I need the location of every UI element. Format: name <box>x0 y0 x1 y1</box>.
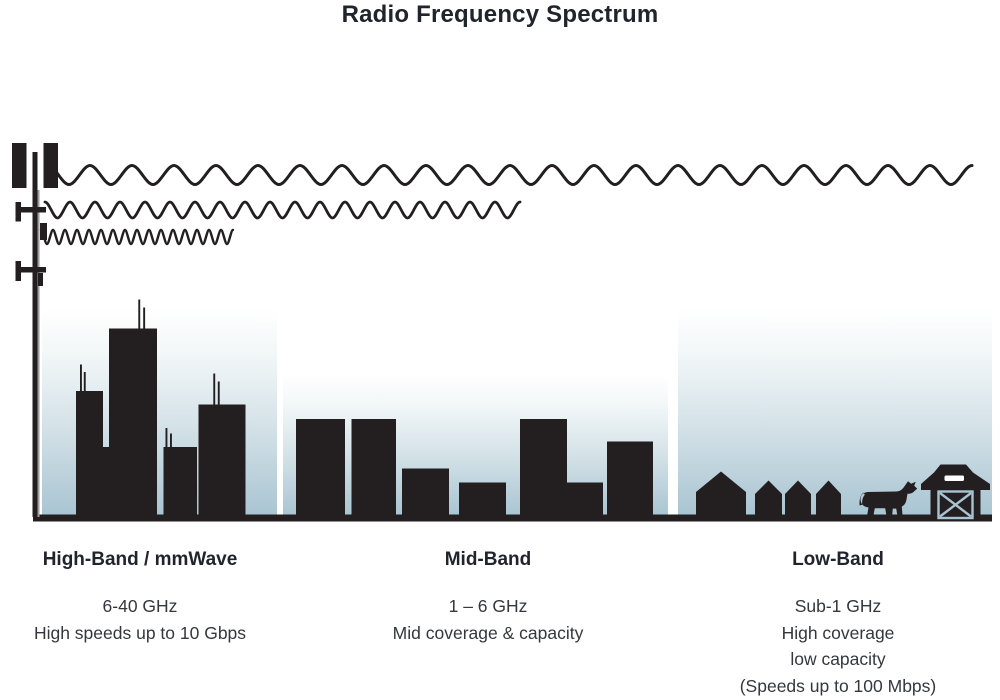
mid-band-frequency: 1 – 6 GHz <box>448 596 528 616</box>
low-band-frequency: Sub-1 GHz <box>794 596 882 616</box>
barn-door-cross <box>939 492 972 518</box>
cow-icon <box>859 481 918 519</box>
town-building-2 <box>351 419 396 519</box>
tower-antenna-panel-left <box>12 143 27 188</box>
high-band-label: High-Band / mmWave 6-40 GHz High speeds … <box>15 549 265 646</box>
mid-band-description: Mid coverage & capacity <box>392 622 584 643</box>
ground-line <box>33 514 992 522</box>
house-icon-large <box>696 471 746 519</box>
town-building-5-annex <box>567 482 603 519</box>
antenna-icon <box>170 433 172 448</box>
low-band-wave-icon <box>46 163 974 187</box>
town-skyline-icon <box>296 419 653 519</box>
city-building-4 <box>198 404 246 519</box>
high-band-frequency: 6-40 GHz <box>102 596 178 616</box>
city-skyline-icon <box>76 299 246 519</box>
rural-scene-icons <box>696 464 990 520</box>
barn-door <box>937 490 974 520</box>
antenna-icon <box>143 307 146 329</box>
radio-waves <box>39 163 974 246</box>
low-band-description-3: (Speeds up to 100 Mbps) <box>739 675 937 696</box>
mid-band-label: Mid-Band 1 – 6 GHz Mid coverage & capaci… <box>363 549 613 646</box>
antenna-icon <box>80 364 82 392</box>
mid-band-heading: Mid-Band <box>444 549 532 570</box>
house-icon <box>755 480 782 519</box>
antenna-icon <box>83 372 86 392</box>
mid-band-wave-icon <box>43 200 522 220</box>
tower-pole <box>32 152 38 517</box>
barn-icon <box>921 464 990 520</box>
city-building-1 <box>76 391 103 519</box>
antenna-icon <box>165 428 168 448</box>
low-band-description-2: low capacity <box>790 649 886 669</box>
page-title: Radio Frequency Spectrum <box>341 1 659 28</box>
tower-crossbar-upper <box>16 207 46 213</box>
low-band-label: Low-Band Sub-1 GHz High coverage low cap… <box>688 549 988 699</box>
antenna-icon <box>138 299 141 329</box>
low-band-description-1: High coverage <box>781 622 895 643</box>
antenna-icon <box>217 381 220 405</box>
town-building-4 <box>459 482 506 519</box>
antenna-icon <box>213 373 216 405</box>
tower-side-antenna-upper <box>15 202 21 222</box>
city-building-2 <box>109 328 157 519</box>
high-band-wave-icon <box>39 228 235 246</box>
tower-crossbar-lower <box>16 267 46 273</box>
low-band-heading: Low-Band <box>792 549 884 570</box>
high-band-heading: High-Band / mmWave <box>42 549 238 570</box>
barn-vent <box>944 475 964 481</box>
town-building-3 <box>402 468 449 519</box>
tower-stub <box>38 273 43 286</box>
high-band-description: High speeds up to 10 Gbps <box>33 622 247 643</box>
tower-side-antenna-lower <box>15 261 21 281</box>
tower-small-antenna-mid <box>40 223 47 240</box>
town-building-6 <box>607 441 653 519</box>
tower-pole-shadow <box>37 190 40 517</box>
city-building-connector <box>103 447 109 519</box>
town-building-1 <box>296 419 345 519</box>
rooftop-antennas <box>80 299 220 448</box>
city-building-3 <box>163 447 197 519</box>
house-icon <box>785 480 811 519</box>
house-icon <box>816 480 841 519</box>
town-building-5 <box>520 419 567 519</box>
